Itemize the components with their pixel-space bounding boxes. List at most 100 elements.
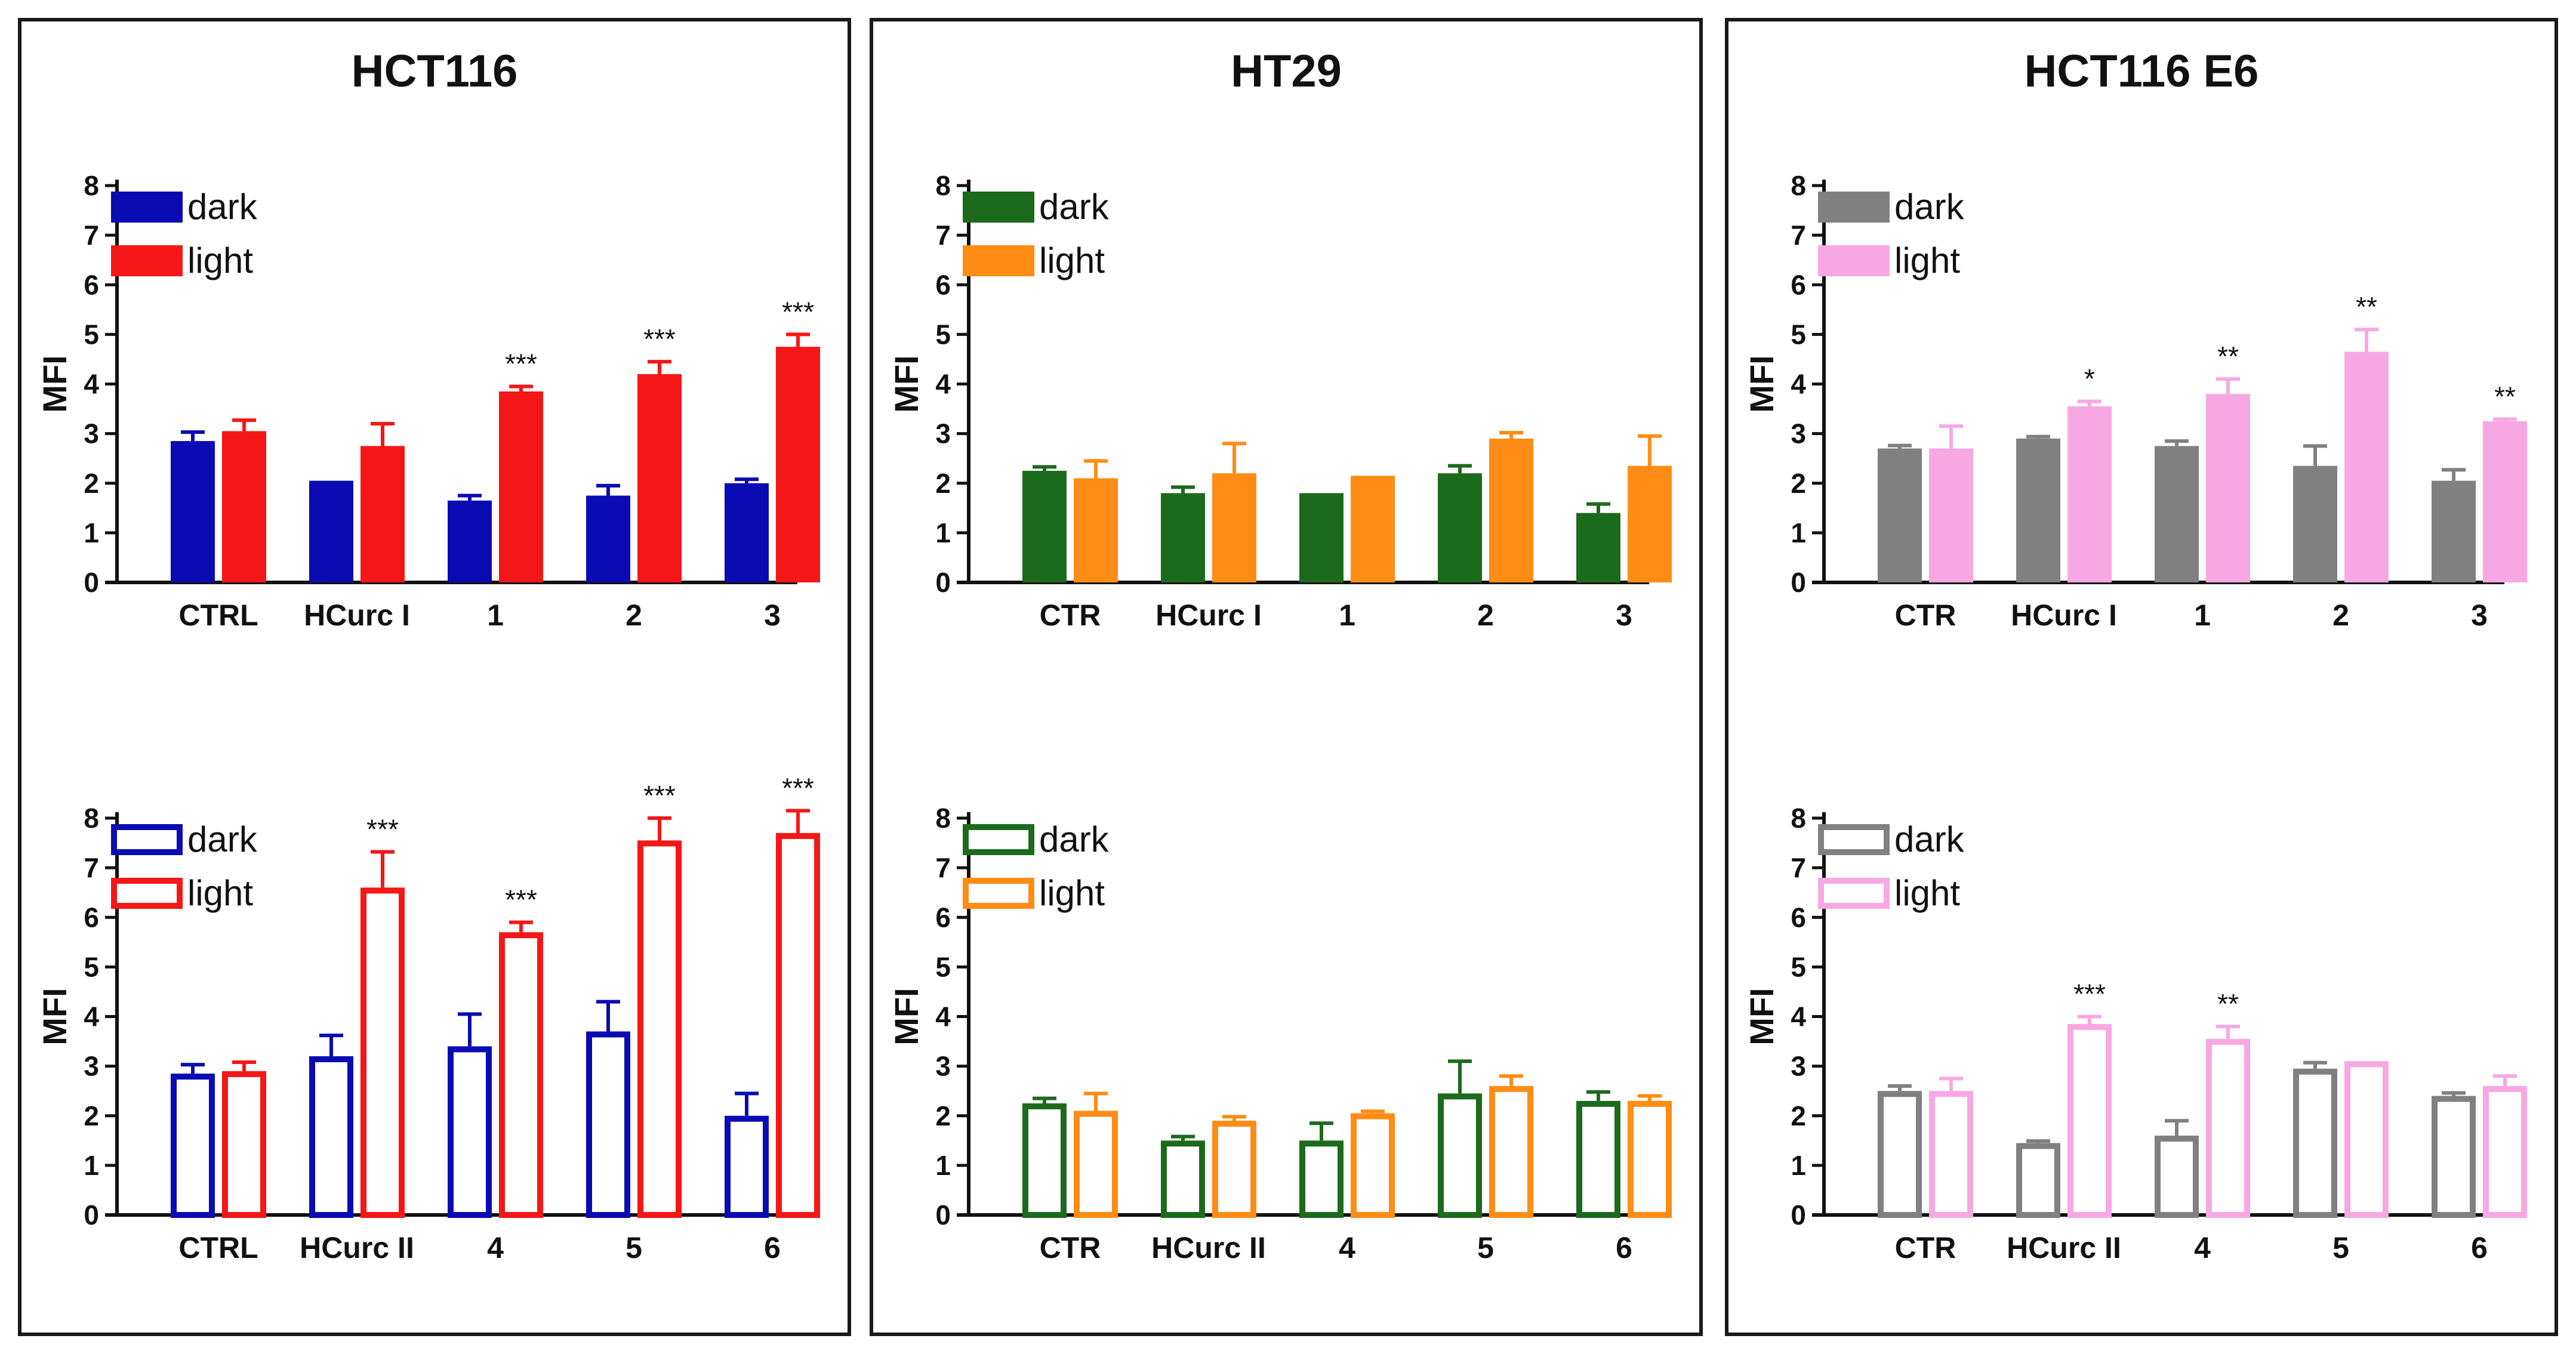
panel-title: HCT116 E6 — [2024, 46, 2259, 97]
chart-ht29-bottom: 0 1 2 3 4 5 6 7 8 MFI CTR HCurc II 4 5 6 dark light — [888, 803, 1672, 1265]
y-tick-label: 1 — [84, 1150, 99, 1181]
y-tick-label: 6 — [1791, 269, 1806, 300]
chart-hct116-top: 0 1 2 3 4 5 6 7 8 MFI CTRL HCurc I *** 1 *** 2 *** 3 dark l… — [36, 170, 820, 632]
bar-dark-1 — [1161, 493, 1205, 582]
x-tick-label: 5 — [1477, 1231, 1494, 1265]
y-tick-label: 2 — [84, 1100, 99, 1131]
bar-dark-2 — [1299, 493, 1344, 582]
x-tick-label: 4 — [487, 1231, 504, 1265]
y-tick-label: 8 — [1791, 803, 1806, 834]
y-tick-label: 4 — [935, 369, 951, 400]
x-tick-label: 1 — [2194, 599, 2211, 632]
y-tick-label: 3 — [1791, 1051, 1806, 1082]
legend-label-dark: dark — [1894, 187, 1965, 227]
y-tick-label: 5 — [1791, 951, 1806, 982]
bar-light-3 — [637, 840, 682, 1218]
bar-light-4 — [2483, 1085, 2527, 1218]
bar-light-0 — [1074, 1111, 1118, 1218]
bar-dark-3 — [586, 1031, 630, 1218]
y-tick-label: 0 — [935, 1199, 951, 1230]
y-tick-label: 3 — [935, 418, 951, 449]
y-tick-label: 1 — [935, 1150, 951, 1181]
significance-label: *** — [366, 814, 399, 845]
y-tick-label: 2 — [935, 1100, 951, 1131]
y-tick-label: 0 — [1791, 567, 1806, 598]
bar-light-4 — [776, 347, 820, 582]
bar-dark-2 — [448, 500, 492, 582]
y-tick-label: 7 — [84, 220, 99, 251]
panel-title: HCT116 — [351, 46, 518, 97]
bar-dark-3 — [1438, 1093, 1482, 1218]
bar-light-2 — [499, 391, 543, 582]
legend-swatch-dark — [1818, 192, 1890, 223]
y-tick-label: 7 — [1791, 852, 1806, 883]
y-tick-label: 1 — [84, 517, 99, 548]
bar-dark-1 — [2016, 438, 2060, 582]
x-tick-label: HCurc II — [1151, 1231, 1266, 1265]
legend-label-light: light — [187, 873, 253, 913]
significance-label: ** — [2494, 381, 2516, 412]
x-tick-label: CTR — [1895, 599, 1956, 632]
y-tick-label: 8 — [935, 803, 951, 834]
bar-dark-0 — [1878, 448, 1922, 582]
panel-hct116: HCT116 0 1 2 3 4 5 6 7 8 MFI CTRL HCurc I *** 1 *** 2 **… — [18, 18, 851, 1336]
bar-light-1 — [1212, 1121, 1256, 1218]
bar-dark-4 — [2432, 1096, 2476, 1218]
y-tick-label: 1 — [1791, 1150, 1806, 1181]
bar-dark-4 — [725, 1115, 769, 1218]
legend-swatch-light — [1818, 878, 1890, 909]
y-tick-label: 6 — [935, 269, 951, 300]
significance-label: * — [2084, 363, 2095, 394]
y-tick-label: 4 — [1791, 1001, 1806, 1032]
legend-label-dark: dark — [1894, 819, 1965, 859]
legend-label-dark: dark — [187, 819, 258, 859]
legend-label-light: light — [1039, 873, 1105, 913]
legend-swatch-light — [1818, 245, 1890, 276]
x-tick-label: 3 — [1616, 599, 1632, 632]
chart-hct116-e6-top: 0 1 2 3 4 5 6 7 8 MFI CTR * HCurc I ** 1 ** 2 ** 3 dark ligh… — [1743, 170, 2527, 632]
bar-light-3 — [1489, 1085, 1533, 1218]
bar-light-2 — [1351, 476, 1395, 582]
significance-label: *** — [505, 884, 537, 915]
x-tick-label: HCurc II — [2007, 1231, 2121, 1265]
bar-dark-1 — [1161, 1140, 1205, 1218]
y-axis-title: MFI — [1743, 355, 1780, 412]
x-tick-label: CTRL — [178, 599, 258, 632]
bar-dark-0 — [1022, 470, 1067, 582]
x-tick-label: 2 — [625, 599, 642, 632]
y-tick-label: 6 — [84, 269, 99, 300]
y-tick-label: 7 — [1791, 220, 1806, 251]
legend-swatch-light — [963, 245, 1034, 276]
bar-light-4 — [1628, 465, 1672, 582]
y-tick-label: 2 — [1791, 468, 1806, 499]
panel-ht29: HT29 0 1 2 3 4 5 6 7 8 MFI CTR HCurc I 1 2 3 dark light … — [870, 18, 1703, 1336]
bar-dark-2 — [2155, 446, 2199, 582]
significance-label: ** — [2217, 988, 2239, 1019]
y-tick-label: 6 — [1791, 902, 1806, 933]
y-tick-label: 0 — [84, 567, 99, 598]
y-tick-label: 8 — [84, 170, 99, 201]
x-tick-label: 4 — [2194, 1231, 2211, 1265]
bar-dark-0 — [171, 441, 215, 582]
y-tick-label: 5 — [935, 951, 951, 982]
bar-light-4 — [1628, 1100, 1672, 1218]
bar-dark-1 — [309, 1056, 353, 1218]
chart-hct116-e6-bottom: 0 1 2 3 4 5 6 7 8 MFI CTR *** HCurc II ** 4 5 6 dark light — [1743, 803, 2527, 1265]
significance-label: ** — [2217, 341, 2239, 372]
bar-light-2 — [1351, 1113, 1395, 1218]
x-tick-label: 6 — [764, 1231, 781, 1265]
legend-label-light: light — [187, 240, 253, 280]
bar-light-0 — [1929, 1091, 1973, 1218]
bar-dark-4 — [2432, 480, 2476, 582]
x-tick-label: HCurc I — [304, 599, 410, 632]
x-tick-label: CTR — [1040, 1231, 1101, 1265]
y-tick-label: 3 — [935, 1051, 951, 1082]
y-tick-label: 7 — [935, 220, 951, 251]
significance-label: *** — [643, 323, 676, 354]
bar-light-0 — [222, 431, 266, 582]
bar-light-3 — [2344, 1061, 2389, 1218]
bar-dark-0 — [1878, 1091, 1922, 1218]
legend-swatch-light — [111, 878, 183, 909]
bar-dark-1 — [2016, 1143, 2060, 1218]
x-tick-label: 6 — [1616, 1231, 1632, 1265]
